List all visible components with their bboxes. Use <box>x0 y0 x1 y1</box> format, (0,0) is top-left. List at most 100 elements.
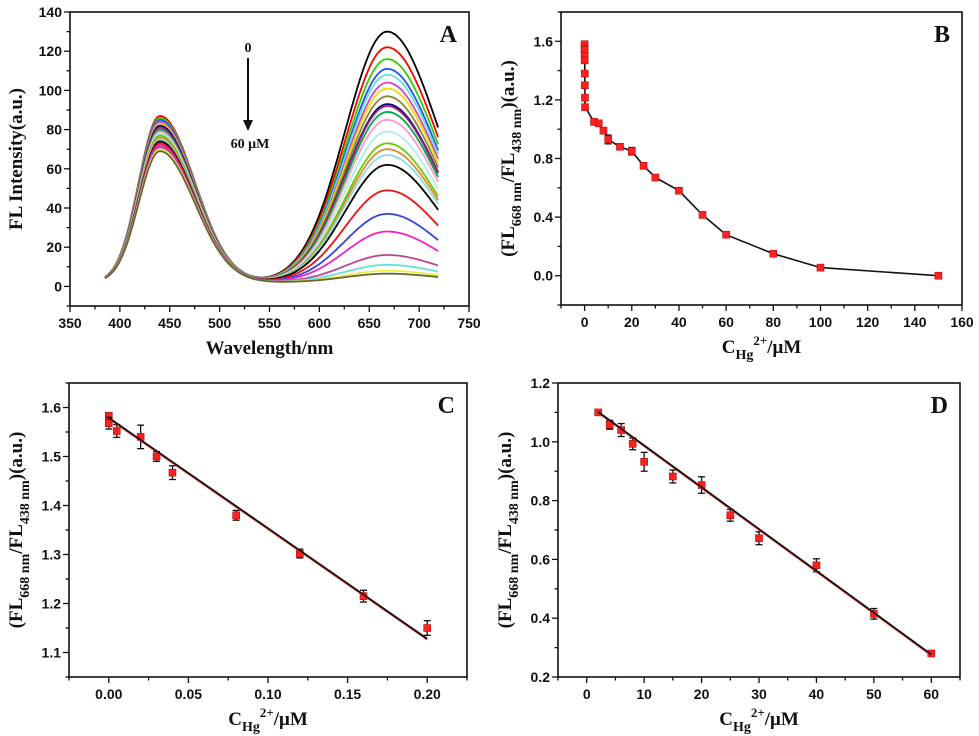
square-marker <box>152 452 161 461</box>
x-tick-label: 0.00 <box>95 686 122 702</box>
x-tick-label: 140 <box>903 314 927 330</box>
x-tick-label: 10 <box>636 686 652 702</box>
x-tick-label: 0.10 <box>254 686 281 702</box>
y-axis-title: (FL668 nm/FL438 nm)(a.u.) <box>495 432 522 629</box>
y-tick-label: 0.8 <box>531 493 551 509</box>
square-marker <box>580 69 589 78</box>
x-axis-title: CHg2+/μM <box>228 705 308 735</box>
square-marker <box>628 440 637 448</box>
square-marker <box>581 103 589 112</box>
data-point <box>639 162 648 170</box>
square-marker <box>232 511 240 520</box>
x-tick-label: 650 <box>358 315 382 331</box>
square-marker <box>627 147 636 155</box>
y-title-a: (FL <box>6 598 27 629</box>
x-tick-label: 100 <box>809 314 833 330</box>
spectrum-line-21 <box>104 148 439 283</box>
data-point <box>594 119 603 128</box>
plot-frame <box>560 11 963 306</box>
panel-B: 0 20 40 60 80 100 120 140 160 0.0 0.4 0.8 1.2 1.6 B CHg… <box>498 11 974 363</box>
y-tick-label: 1.6 <box>534 33 554 49</box>
data-point <box>755 531 763 546</box>
spectrum-line-13 <box>104 134 439 280</box>
y-tick-label: 1.4 <box>42 498 62 514</box>
y-axis-title: (FL668 nm/FL438 nm)(a.u.) <box>6 432 33 629</box>
x-title-unit: /μM <box>273 709 308 730</box>
spectrum-line-3 <box>104 68 439 279</box>
y-title-sub2: 438 nm <box>18 480 33 524</box>
panel-A: 350 400 450 500 550 600 650 700 750 0 20 40 60 80 100 1… <box>6 4 481 359</box>
x-axis-title: CHg2+/μM <box>722 333 802 363</box>
fit-line <box>108 417 428 640</box>
x-tick-label: 700 <box>407 315 431 331</box>
spectrum-line-15 <box>104 138 439 280</box>
square-marker <box>604 135 612 144</box>
data-point <box>136 424 145 450</box>
x-tick-label: 400 <box>108 315 132 331</box>
y-tick-label: 1.2 <box>42 596 62 612</box>
x-title-main: C <box>719 709 733 730</box>
x-tick-label: 0.20 <box>414 686 441 702</box>
x-tick-label: 550 <box>258 315 282 331</box>
panel-label: C <box>438 393 455 419</box>
data-point <box>627 146 636 156</box>
data-point <box>934 271 943 280</box>
data-point <box>769 249 778 258</box>
square-marker <box>581 93 589 102</box>
y-tick-label: 140 <box>39 4 63 20</box>
panel-label: B <box>934 22 950 48</box>
square-marker <box>640 457 648 466</box>
y-title-b: /FL <box>498 153 519 184</box>
y-tick-label: 0.8 <box>534 151 554 167</box>
square-marker <box>651 173 660 182</box>
data-point <box>599 126 608 135</box>
y-axis-title: FL Intensity(a.u.) <box>6 88 27 230</box>
y-axis-title: (FL668 nm/FL438 nm)(a.u.) <box>498 60 525 257</box>
data-point <box>640 451 648 472</box>
arrow-head-icon <box>243 120 253 131</box>
square-marker <box>639 162 648 170</box>
x-title-sub: Hg <box>733 720 751 735</box>
x-title-main: C <box>722 337 736 358</box>
x-tick-label: 20 <box>694 686 710 702</box>
square-marker <box>105 419 113 427</box>
spectrum-line-16 <box>104 140 439 281</box>
square-marker <box>769 249 778 258</box>
square-marker <box>168 468 177 477</box>
y-title-b: /FL <box>6 524 27 555</box>
square-marker <box>726 511 735 520</box>
data-point <box>722 230 730 239</box>
y-tick-label: 1.2 <box>534 92 554 108</box>
data-point <box>604 134 612 145</box>
square-marker <box>722 230 730 239</box>
x-tick-label: 350 <box>58 315 82 331</box>
square-marker <box>423 624 432 632</box>
data-point <box>580 56 589 65</box>
annotation-start: 0 <box>245 41 252 56</box>
y-tick-label: 1.6 <box>42 400 62 416</box>
y-tick-label: 0.0 <box>534 268 554 284</box>
x-tick-label: 500 <box>208 315 232 331</box>
square-marker <box>816 263 825 272</box>
y-tick-label: 1.3 <box>42 547 62 563</box>
x-tick-label: 40 <box>809 686 825 702</box>
x-axis-title: CHg2+/μM <box>719 705 799 735</box>
square-marker <box>669 472 677 481</box>
data-point <box>581 93 589 102</box>
x-tick-label: 600 <box>308 315 332 331</box>
x-title-unit: /μM <box>764 709 799 730</box>
data-point <box>675 186 683 195</box>
y-tick-label: 60 <box>46 161 62 177</box>
x-tick-label: 80 <box>766 314 782 330</box>
x-title-sup: 2+ <box>751 705 765 720</box>
y-tick-label: 0.2 <box>531 669 551 685</box>
x-tick-label: 160 <box>950 314 974 330</box>
panel-label: D <box>931 393 948 419</box>
y-title-sub2: 438 nm <box>507 480 522 524</box>
y-title-a: (FL <box>495 598 516 629</box>
x-tick-label: 0.15 <box>334 686 361 702</box>
y-tick-label: 1.2 <box>531 375 551 391</box>
y-tick-label: 80 <box>46 122 62 138</box>
data-point <box>698 211 707 219</box>
